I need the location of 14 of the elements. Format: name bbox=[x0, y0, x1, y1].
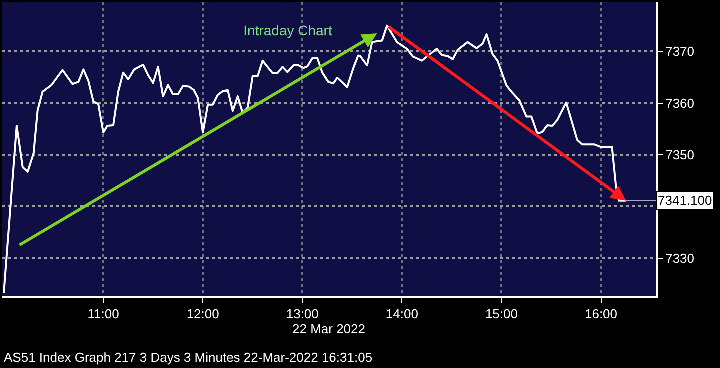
x-tick-label: 12:00 bbox=[186, 306, 220, 322]
x-axis-title: 22 Mar 2022 bbox=[292, 322, 366, 337]
y-tick-label: 7330 bbox=[666, 250, 695, 266]
y-tick-label: 7360 bbox=[666, 96, 695, 111]
y-tick-label: 7370 bbox=[666, 44, 695, 60]
y-tick-label: 7350 bbox=[666, 147, 695, 162]
text: AS51 Index Graph 217 3 Days 3 Minutes 22-Mar-2022 16:31:05 bbox=[4, 350, 373, 365]
x-tick-label: 13:00 bbox=[286, 306, 319, 322]
x-tick-label: 11:00 bbox=[88, 306, 120, 322]
x-tick-label: 15:00 bbox=[485, 306, 518, 322]
x-tick-label: 14:00 bbox=[386, 306, 418, 322]
text: Intraday Chart bbox=[244, 22, 332, 39]
annotation: 7341.100 bbox=[658, 193, 712, 208]
x-tick-label: 16:00 bbox=[584, 306, 618, 322]
